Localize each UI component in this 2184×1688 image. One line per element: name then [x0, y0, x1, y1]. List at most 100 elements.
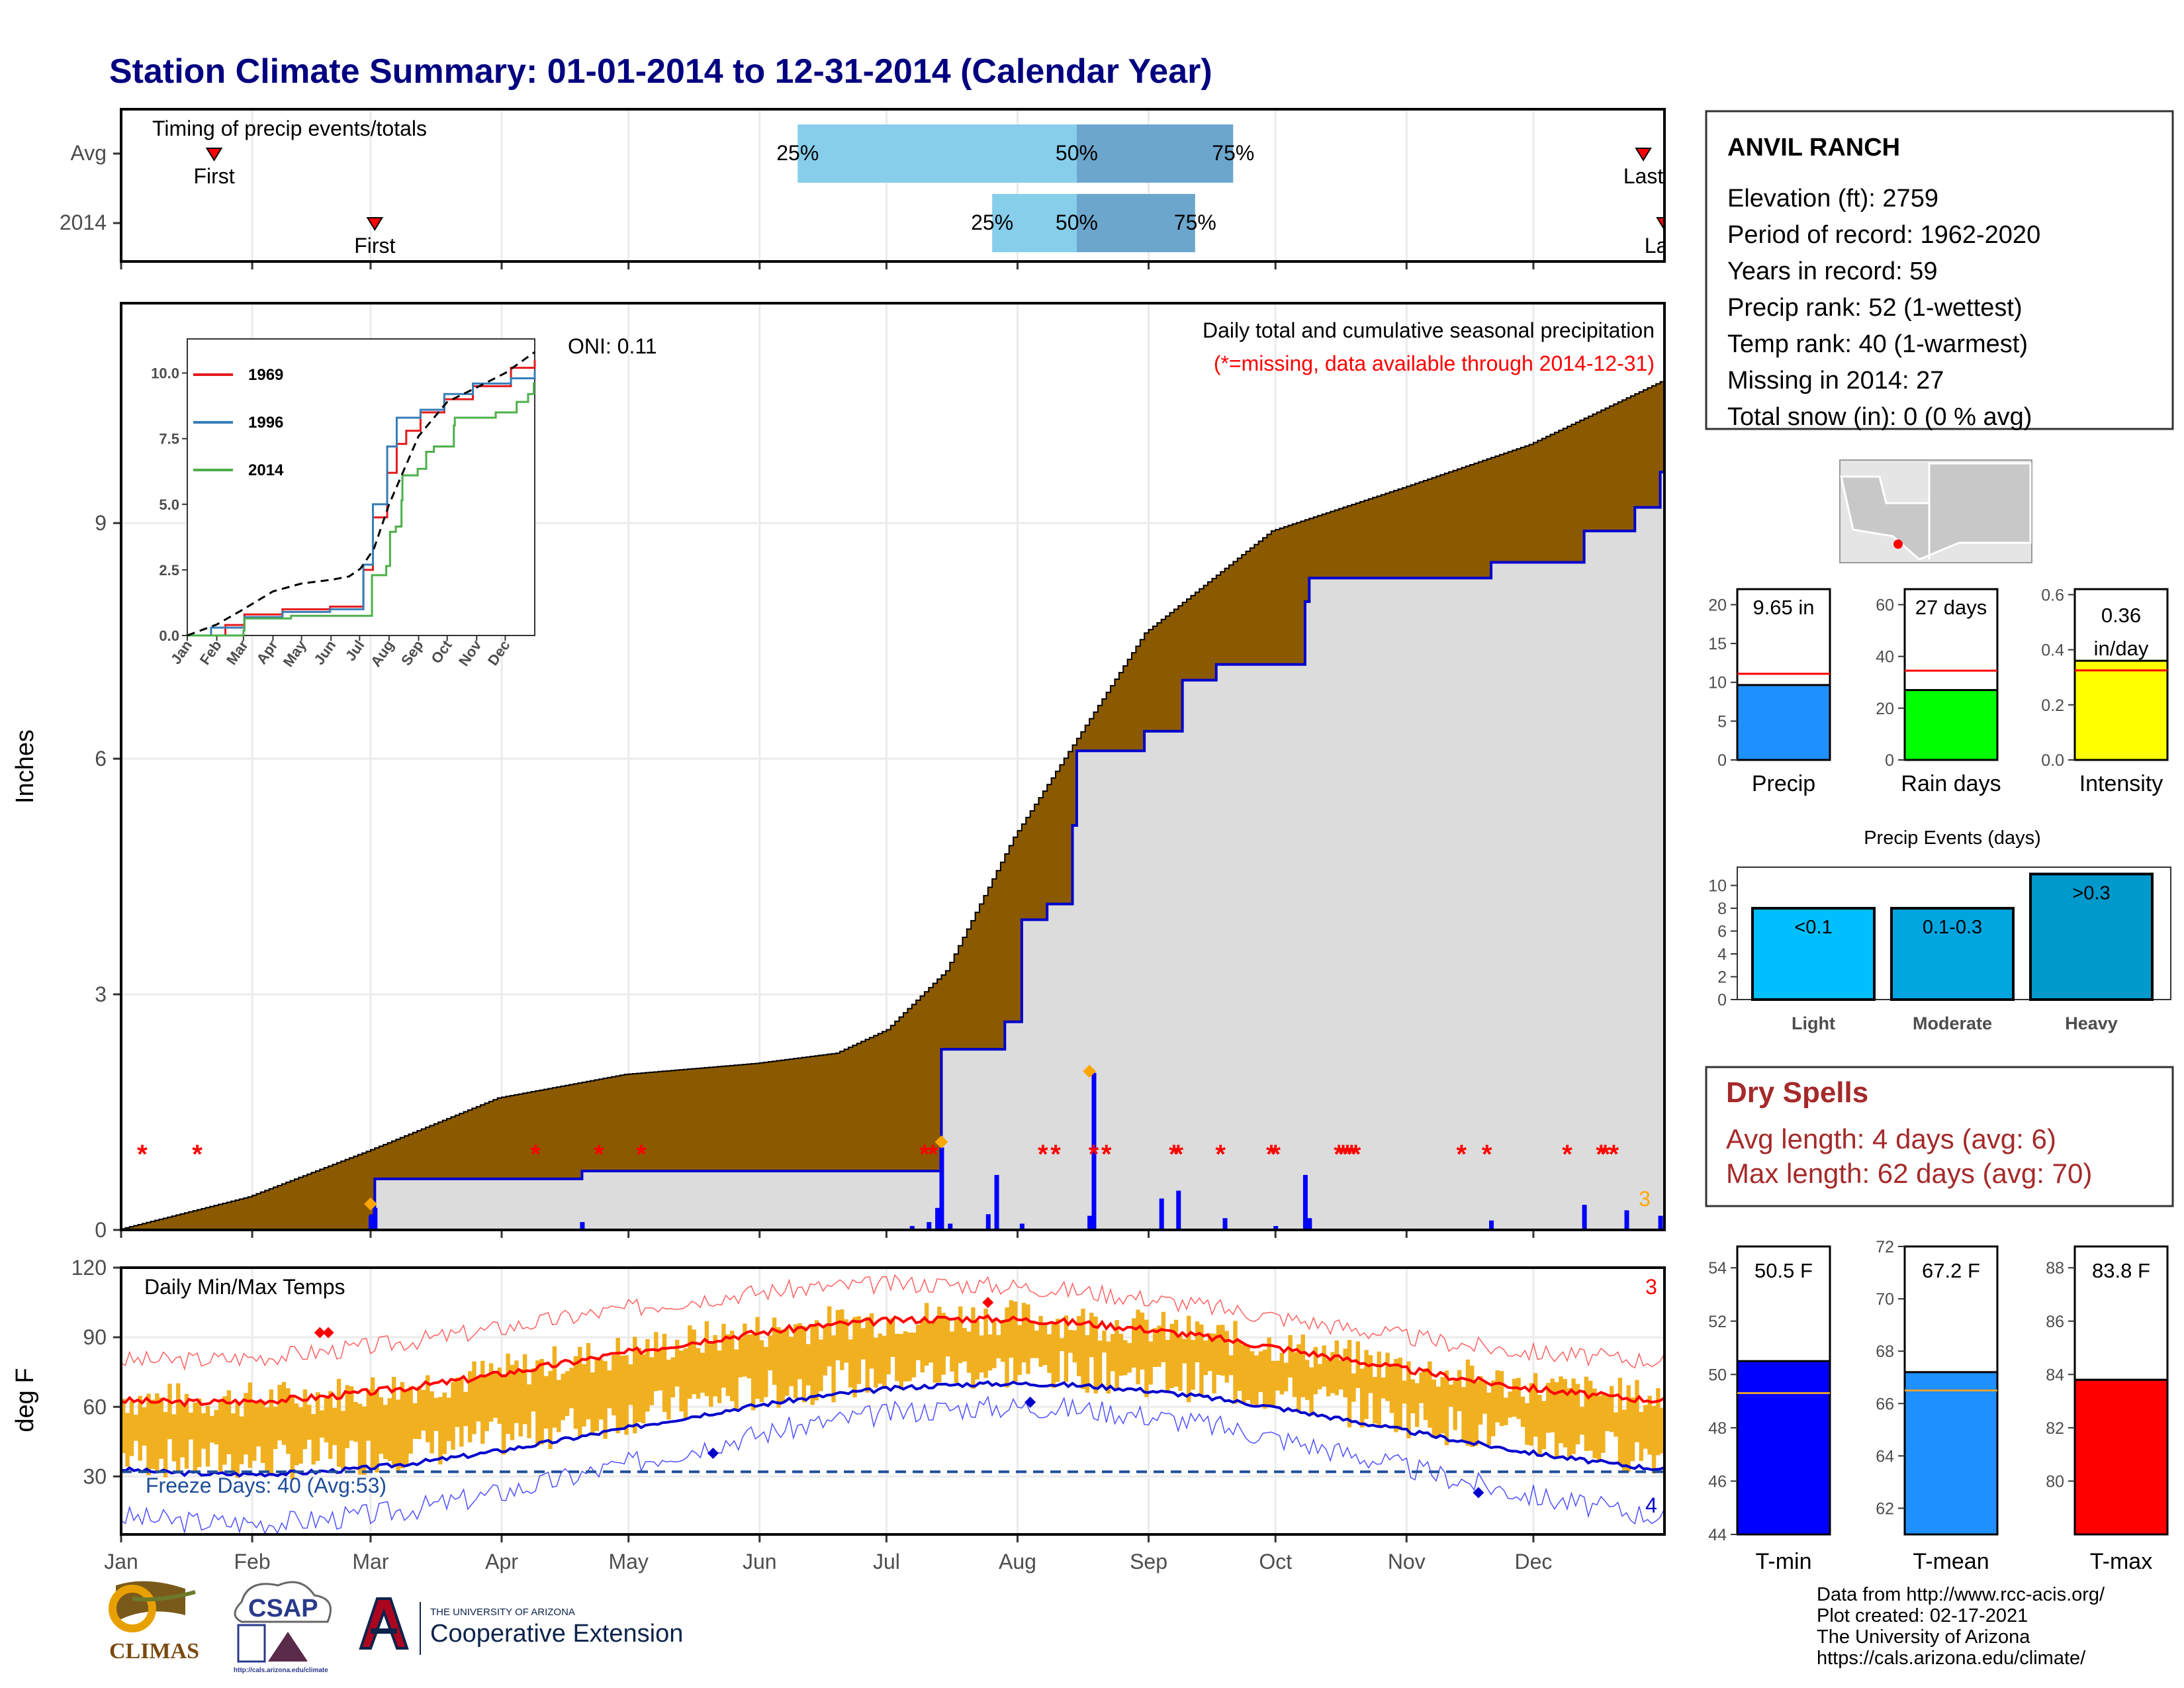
precip-summary-precip-y-tick-label: 15	[1708, 635, 1727, 653]
timing-label-first: First	[354, 234, 395, 258]
daily-precip-bar	[1624, 1210, 1629, 1230]
missing-day-marker: *	[1346, 1140, 1357, 1169]
climas-text: CLIMAS	[109, 1639, 199, 1664]
temp-summary-tmax-y-tick-label: 80	[2046, 1472, 2064, 1491]
inset-legend-label: 1996	[248, 414, 283, 432]
timing-label-75: 75%	[1212, 141, 1254, 165]
precip-summary-intensity-y-tick-label: 0.0	[2041, 751, 2064, 770]
missing-day-marker: *	[530, 1140, 541, 1169]
events-y-tick-label: 10	[1708, 877, 1727, 896]
daily-precip-bar	[1091, 1072, 1097, 1230]
temp-summary-tmin-label: T-min	[1756, 1549, 1812, 1574]
temp-summary-tmax-y-tick-label: 84	[2046, 1366, 2064, 1384]
month-tick-label: Jul	[873, 1550, 900, 1573]
events-y-tick-label: 4	[1717, 945, 1727, 964]
month-tick-label: Jan	[104, 1550, 138, 1573]
precip-corner-count: 3	[1639, 1187, 1651, 1211]
missing-day-marker: *	[192, 1140, 203, 1169]
missing-day-marker: *	[919, 1140, 930, 1169]
daily-precip-bar	[1307, 1218, 1312, 1230]
events-y-tick-label: 8	[1717, 900, 1727, 918]
precip-summary-raindays-label: Rain days	[1901, 771, 2001, 796]
timing-box-q25-q50	[797, 124, 1077, 183]
precip-summary-intensity-y-tick-label: 0.4	[2041, 641, 2064, 660]
daily-precip-bar	[373, 1207, 378, 1230]
missing-day-marker: *	[594, 1140, 604, 1169]
temps-corner-top: 3	[1645, 1275, 1657, 1299]
temps-y-tick-label: 120	[71, 1256, 107, 1280]
missing-day-marker: *	[1089, 1140, 1099, 1169]
precip-title: Daily total and cumulative seasonal prec…	[1203, 318, 1655, 342]
inset-legend-label: 2014	[248, 461, 284, 479]
timing-row-label: 2014	[60, 211, 107, 234]
events-bar-label: >0.3	[2072, 882, 2110, 904]
inset-y-tick-label: 2.5	[159, 562, 179, 579]
cumulative-2014-line	[121, 471, 1664, 1231]
temp-summary-tmax-label: T-max	[2090, 1549, 2152, 1574]
events-bar-heavy	[2029, 872, 2154, 1002]
station-info-line: Total snow (in): 0 (0 % avg)	[1727, 403, 2032, 431]
missing-day-marker: *	[137, 1140, 148, 1169]
timing-edge-mask	[1666, 106, 1692, 298]
station-info-line: Precip rank: 52 (1-wettest)	[1727, 294, 2023, 322]
precip-summary-raindays-value: 27 days	[1915, 596, 1987, 619]
daily-precip-bar	[1159, 1198, 1164, 1230]
month-tick-label: Oct	[1259, 1550, 1292, 1573]
csap-text: CSAP	[248, 1595, 318, 1622]
events-category-label: Moderate	[1913, 1013, 1992, 1033]
month-tick-label: Feb	[234, 1550, 270, 1573]
missing-day-marker: *	[1169, 1140, 1179, 1169]
record-temp-marker	[982, 1297, 994, 1309]
station-info-box	[1705, 110, 2174, 430]
daily-precip-bar	[368, 1215, 373, 1230]
precip-y-axis-label: Inches	[11, 729, 39, 804]
climas-logo: CLIMAS	[109, 1581, 199, 1664]
events-y-tick-label: 0	[1717, 991, 1727, 1009]
temp-summary-tmax-y-tick-label: 82	[2046, 1419, 2064, 1438]
month-tick-label: Sep	[1130, 1550, 1167, 1573]
footer-credits: Data from http://www.rcc-acis.org/ Plot …	[1817, 1584, 2105, 1669]
timing-title: Timing of precip events/totals	[152, 117, 427, 140]
precip-y-tick-label: 6	[95, 747, 107, 771]
csap-logo: CSAP http://cals.arizona.edu/climate	[234, 1581, 332, 1674]
max-event-marker	[364, 1197, 377, 1211]
timing-marker-last	[1635, 148, 1652, 162]
station-info-line: Missing in 2014: 27	[1727, 367, 1944, 395]
footer-line: The University of Arizona	[1817, 1626, 2030, 1648]
precip-y-tick-label: 0	[95, 1218, 107, 1242]
precip-summary-precip-bar	[1736, 684, 1831, 761]
temps-panel: Daily Min/Max Temps 3 4 Freeze Days: 40 (Av…	[11, 1256, 1666, 1573]
events-bar-moderate	[1890, 907, 2015, 1001]
inset-series-line	[187, 370, 536, 637]
max-event-marker	[934, 1135, 948, 1149]
cumulative-2014-area	[121, 472, 1664, 1230]
missing-day-marker: *	[1596, 1140, 1606, 1169]
temp-summary-tmin-value: 50.5 F	[1754, 1259, 1813, 1282]
temp-summary-tmean-y-tick-label: 68	[1876, 1342, 1894, 1361]
daily-precip-bar	[1489, 1220, 1494, 1230]
record-temp-marker	[1473, 1487, 1484, 1499]
record-temp-marker	[707, 1447, 719, 1459]
footer-line: Data from http://www.rcc-acis.org/	[1817, 1584, 2105, 1605]
temp-summary-tmin-y-tick-label: 46	[1708, 1472, 1727, 1491]
events-y-tick-label: 6	[1717, 923, 1727, 941]
footer-line: Plot created: 02-17-2021	[1817, 1605, 2028, 1626]
max-event-marker	[1083, 1064, 1096, 1078]
temps-y-tick-label: 60	[83, 1395, 107, 1419]
month-tick-label: Apr	[485, 1550, 518, 1573]
temps-y-axis-label: deg F	[11, 1368, 39, 1432]
events-title: Precip Events (days)	[1864, 827, 2041, 849]
map-states	[1840, 462, 2032, 561]
precip-summary-precip-y-tick-label: 0	[1717, 751, 1727, 770]
precip-summary-raindays-y-tick-label: 40	[1876, 648, 1894, 667]
daily-precip-bar	[927, 1222, 932, 1230]
temp-summary-tmean-y-tick-label: 64	[1876, 1447, 1894, 1466]
station-info-line: Temp rank: 40 (1-warmest)	[1727, 330, 2028, 358]
partner-logos: CLIMAS CSAP http://cals.arizona.edu/clim…	[106, 1575, 741, 1675]
precip-summary-precip-y-tick-label: 10	[1708, 674, 1727, 692]
ua-logo: THE UNIVERSITY OF ARIZONA Cooperative Ex…	[359, 1597, 683, 1655]
temp-summary-tmean-y-tick-label: 66	[1876, 1395, 1894, 1413]
daily-precip-bar	[1176, 1190, 1181, 1230]
precip-frame	[120, 302, 1666, 1231]
temp-summary-tmin-y-tick-label: 48	[1708, 1419, 1727, 1438]
